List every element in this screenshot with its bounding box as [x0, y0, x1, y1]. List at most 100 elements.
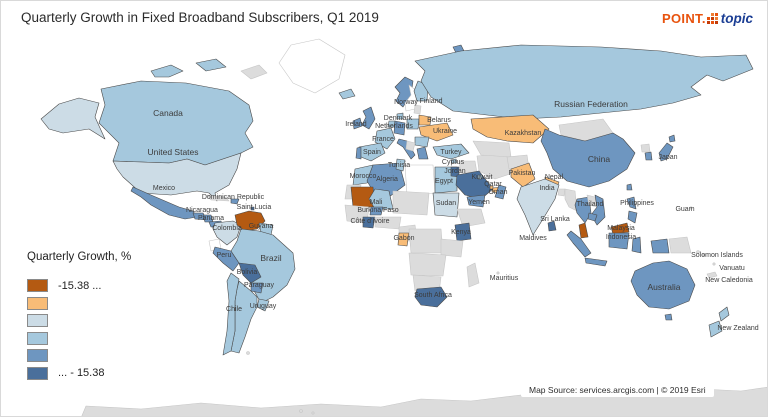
map-label: Malaysia [607, 225, 635, 232]
map-label: Solomon Islands [691, 252, 743, 259]
map-label: Finland [420, 98, 443, 105]
map-label: Russian Federation [554, 99, 628, 109]
map-label: Tunisia [388, 162, 410, 169]
country-cote-divoire [362, 216, 376, 229]
map-label: France [372, 136, 394, 143]
islands-solomon [696, 250, 700, 254]
legend-swatch-light-orange [27, 296, 48, 310]
country-kenya [454, 222, 472, 242]
country-russia [414, 44, 754, 120]
map-label: Australia [647, 282, 680, 292]
map-label: Philippines [620, 200, 654, 207]
legend-swatch-pale-blue [27, 314, 48, 328]
country-tasmania [664, 313, 673, 321]
country-malaysia-borneo [610, 222, 630, 235]
map-label: Algeria [376, 176, 398, 183]
country-greenland [278, 38, 346, 94]
country-north-korea [640, 143, 651, 153]
country-gabon [397, 232, 410, 247]
island-guam [689, 206, 693, 210]
pointtopic-logo: POINT. topic [662, 11, 753, 26]
landmass-no-data [392, 190, 430, 216]
map-label: China [588, 154, 610, 164]
map-label: Morocco [350, 173, 377, 180]
map-label: Spain [363, 149, 381, 156]
logo-topic-text: topic [720, 11, 753, 26]
map-label: Côte d'Ivoire [350, 218, 389, 225]
landmass-no-data [413, 104, 422, 115]
map-label: Peru [217, 252, 232, 259]
legend-row: -15.38 ... [27, 277, 131, 295]
island-mauritius [496, 271, 500, 275]
legend-label: -15.38 ... [58, 279, 102, 292]
map-label: Gabon [393, 235, 414, 242]
map-label: Kuwait [471, 174, 492, 181]
legend-row [27, 312, 131, 330]
map-label: Thailand [577, 201, 604, 208]
landmass-no-data [472, 140, 512, 158]
map-label: Mali [370, 199, 383, 206]
map-label: Nepal [545, 174, 564, 181]
country-mexico [130, 186, 198, 220]
map-label: Belarus [427, 117, 451, 124]
map-label: Vanuatu [719, 265, 745, 272]
country-labels: Canada United States Mexico Dominican Repub… [147, 98, 758, 332]
country-tunisia [395, 158, 406, 172]
country-libya [404, 164, 436, 196]
country-south-africa [414, 286, 448, 308]
map-label: South Africa [414, 292, 452, 299]
legend-swatch-dark-blue [27, 366, 48, 380]
country-papua-new-guinea [668, 236, 692, 254]
legend-swatch-light-blue [27, 331, 48, 345]
country-kuwait [477, 174, 483, 180]
country-new-zealand-north [718, 306, 730, 322]
country-japan [658, 142, 674, 162]
country-ireland [352, 117, 363, 130]
legend-swatch-medium-blue [27, 349, 48, 363]
pointtopic-grid-icon [706, 13, 718, 24]
map-label: Yemen [468, 199, 490, 206]
country-madagascar [466, 262, 480, 288]
country-myanmar [564, 188, 578, 212]
country-oman [494, 184, 507, 200]
islands-solomon [702, 253, 706, 257]
map-label: Guam [675, 206, 694, 213]
islands-no-data [299, 409, 303, 413]
country-saint-lucia [250, 206, 255, 211]
country-philippines [626, 196, 637, 210]
country-paraguay [250, 282, 264, 294]
map-label: Turkey [440, 149, 462, 156]
map-label: Brazil [260, 253, 281, 263]
country-sudan [432, 192, 460, 218]
country-greece [416, 146, 429, 160]
map-label: United States [147, 147, 198, 157]
map-label: Norway [394, 99, 418, 106]
country-bolivia [238, 262, 262, 284]
country-netherlands [387, 120, 396, 128]
country-philippines-south [627, 210, 638, 224]
country-indonesia-java [584, 257, 608, 267]
country-indonesia-sumatra [566, 230, 592, 258]
country-kazakhstan [470, 114, 550, 144]
landmass-no-data [240, 64, 268, 80]
map-label: Canada [153, 108, 183, 118]
country-romania [414, 136, 430, 148]
country-arctic-island [195, 58, 227, 72]
country-taiwan [626, 183, 633, 191]
map-label: India [539, 185, 554, 192]
map-label: Maldives [519, 235, 547, 242]
map-label: Saint Lucia [237, 204, 272, 211]
landmass-no-data [408, 252, 447, 277]
map-label: Cyprus [442, 159, 465, 166]
map-label: Mauritius [490, 275, 519, 282]
country-indonesia-papua [650, 238, 670, 254]
legend-swatch-dark-orange [27, 279, 48, 293]
country-japan-hokkaido [668, 134, 676, 143]
country-dominican-republic [230, 198, 240, 205]
map-attribution: Map Source: services.arcgis.com | © 2019… [521, 383, 714, 397]
map-label: Guyana [249, 223, 274, 230]
country-chile [222, 272, 240, 356]
country-new-zealand-south [708, 320, 723, 338]
map-label: Sri Lanka [540, 216, 570, 223]
logo-point-text: POINT. [662, 11, 706, 26]
